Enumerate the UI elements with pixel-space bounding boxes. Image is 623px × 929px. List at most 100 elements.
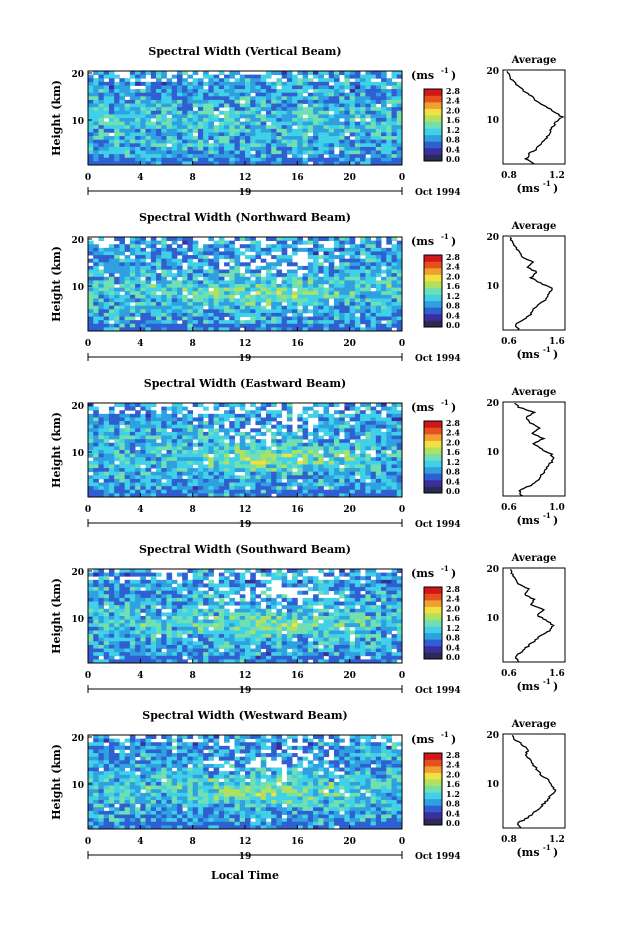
heatmap-cell (150, 114, 157, 119)
heatmap-cell (365, 424, 371, 429)
heatmap-cell (213, 471, 220, 476)
heatmap-cell (234, 493, 241, 498)
heatmap-cell (114, 316, 120, 321)
colorbar-tick-label: 1.6 (446, 115, 460, 125)
heatmap-cell (93, 143, 99, 148)
heatmap-cell (297, 309, 303, 314)
heatmap-cell (161, 146, 167, 151)
heatmap-cell (114, 157, 120, 162)
heatmap-cell (328, 146, 335, 151)
heatmap-cell (365, 143, 371, 148)
heatmap-cell (260, 92, 267, 97)
heatmap-cell (166, 258, 173, 263)
heatmap-cell (370, 255, 377, 260)
heatmap-cell (349, 89, 356, 94)
heatmap-cell (302, 442, 309, 447)
heatmap-cell (203, 118, 209, 123)
heatmap-cell (292, 309, 298, 314)
heatmap-cell (318, 121, 324, 126)
heatmap-cell (197, 258, 204, 263)
heatmap-cell (333, 81, 340, 86)
heatmap-cell (145, 71, 152, 76)
heatmap-cell (203, 309, 209, 314)
heatmap-cell (260, 99, 267, 104)
heatmap-cell (292, 435, 298, 440)
heatmap-cell (386, 99, 392, 104)
heatmap-cell (307, 81, 314, 86)
heatmap-cell (88, 594, 94, 599)
heatmap-cell (250, 468, 256, 473)
heatmap-cell (239, 442, 246, 447)
heatmap-cell (386, 161, 392, 166)
heatmap-cell (245, 280, 251, 285)
heatmap-cell (88, 486, 94, 491)
heatmap-cell (286, 107, 293, 112)
heatmap-cell (161, 92, 167, 97)
heatmap-cell (250, 486, 256, 491)
heatmap-cell (197, 136, 204, 141)
heatmap-cell (239, 605, 246, 610)
heatmap-cell (93, 99, 99, 104)
heatmap-cell (250, 287, 256, 292)
heatmap-cell (98, 146, 105, 151)
heatmap-cell (307, 143, 314, 148)
heatmap-cell (176, 121, 183, 126)
heatmap-cell (313, 255, 319, 260)
heatmap-cell (286, 450, 293, 455)
heatmap-cell (213, 96, 220, 101)
heatmap-cell (119, 110, 126, 115)
colorbar-swatch (424, 453, 442, 461)
heatmap-cell (349, 255, 356, 260)
heatmap-cell (98, 237, 105, 242)
heatmap-cell (344, 493, 351, 498)
heatmap-cell (119, 594, 126, 599)
heatmap-cell (108, 478, 115, 483)
heatmap-cell (171, 468, 178, 473)
heatmap-cell (182, 136, 188, 141)
heatmap-cell (349, 493, 356, 498)
heatmap-cell (140, 482, 146, 487)
heatmap-cell (255, 150, 262, 155)
heatmap-cell (286, 125, 293, 130)
heatmap-cell (313, 291, 319, 296)
heatmap-cell (354, 493, 361, 498)
heatmap-cell (396, 587, 403, 592)
heatmap-cell (255, 482, 262, 487)
heatmap-cell (302, 468, 309, 473)
heatmap-cell (93, 453, 99, 458)
heatmap-cell (286, 605, 293, 610)
heatmap-cell (381, 269, 387, 274)
heatmap-cell (124, 583, 131, 588)
heatmap-cell (386, 154, 392, 159)
heatmap-cell (187, 298, 194, 303)
heatmap-cell (124, 327, 131, 332)
heatmap-cell (156, 273, 162, 278)
heatmap-cell (203, 99, 209, 104)
heatmap-cell (271, 146, 277, 151)
heatmap-cell (176, 572, 183, 577)
heatmap-cell (114, 118, 120, 123)
heatmap-cell (292, 136, 298, 141)
heatmap-cell (286, 157, 293, 162)
colorbar-swatch (424, 115, 442, 123)
heatmap-cell (114, 464, 120, 469)
heatmap-cell (135, 125, 141, 130)
heatmap-cell (114, 450, 120, 455)
heatmap-cell (349, 601, 356, 606)
heatmap-cell (302, 450, 309, 455)
heatmap-cell (349, 262, 356, 267)
heatmap-cell (245, 460, 251, 465)
heatmap-cell (354, 280, 361, 285)
heatmap-cell (208, 85, 214, 90)
heatmap-cell (213, 78, 220, 83)
heatmap-cell (344, 446, 351, 451)
heatmap-cell (129, 143, 136, 148)
heatmap-cell (360, 85, 366, 90)
heatmap-cell (307, 608, 314, 613)
heatmap-cell (171, 258, 178, 263)
heatmap-cell (166, 489, 173, 494)
heatmap-cell (360, 78, 366, 83)
heatmap-cell (365, 569, 371, 574)
heatmap-cell (271, 403, 277, 408)
heatmap-cell (313, 457, 319, 462)
